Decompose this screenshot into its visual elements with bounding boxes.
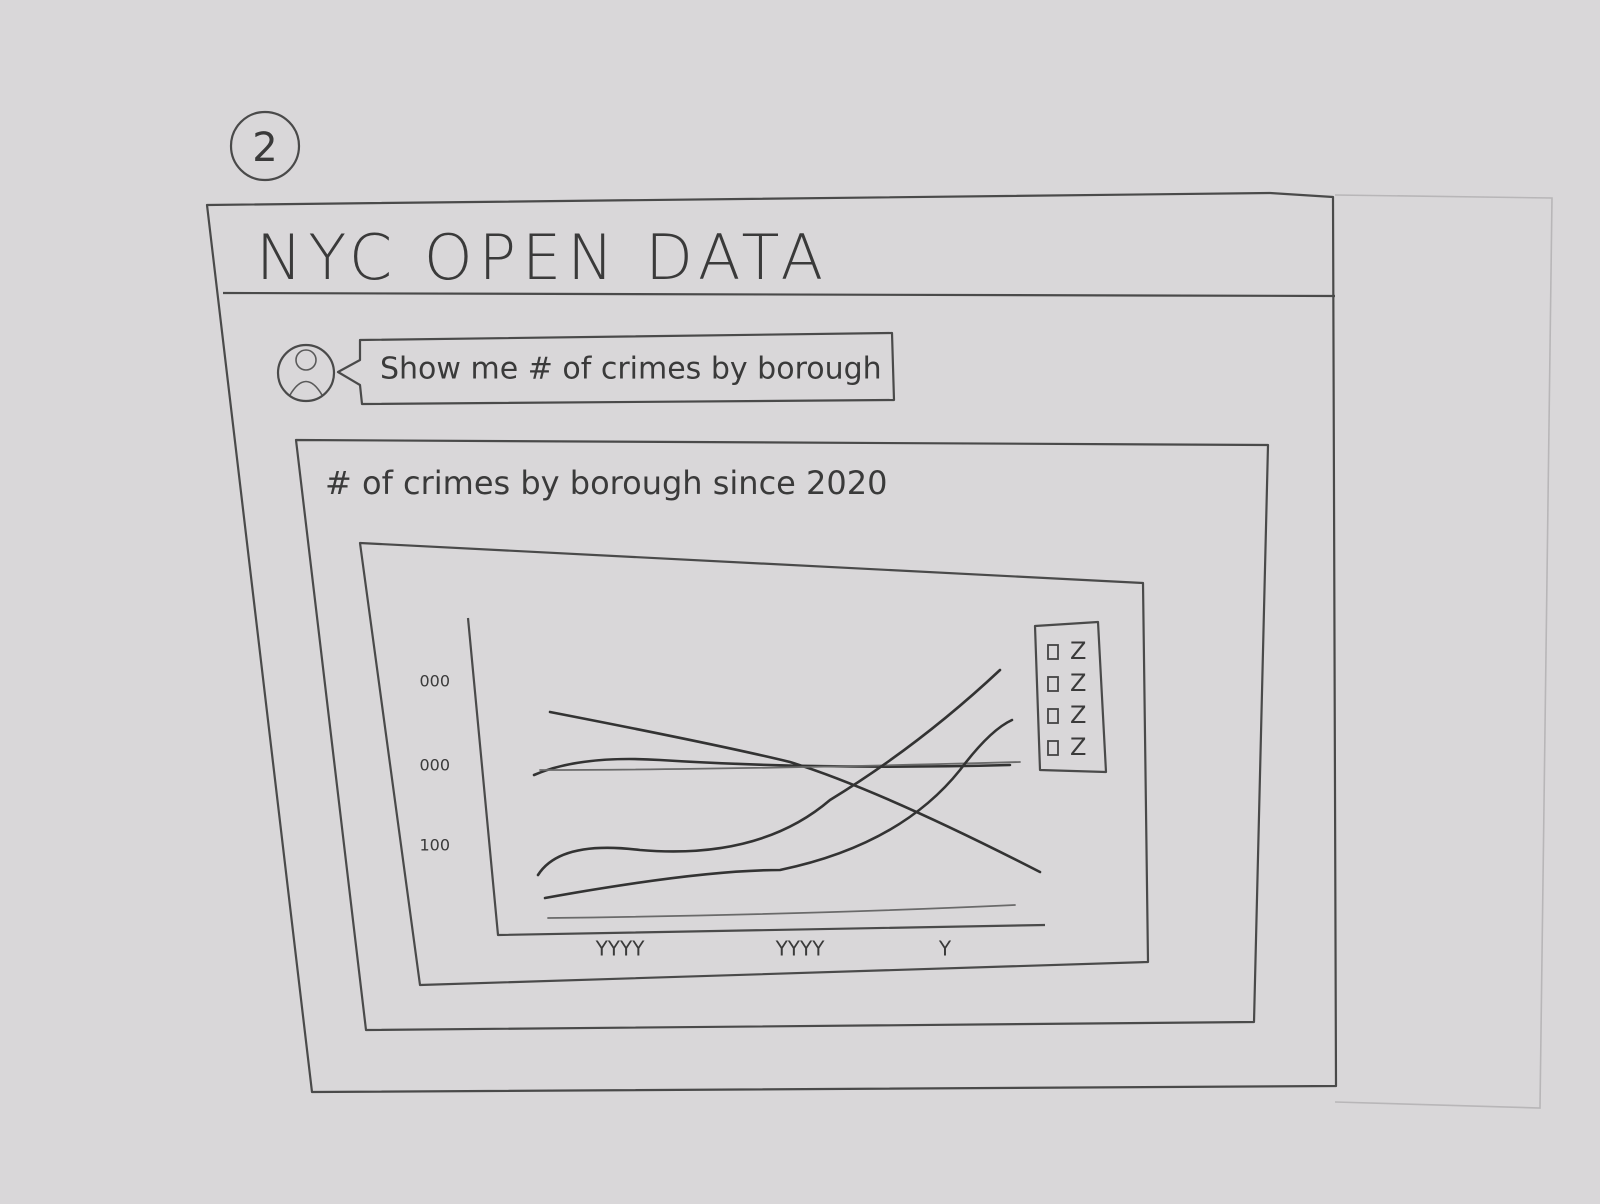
- y-tick-label: 000: [419, 672, 450, 691]
- x-tick-label: Y: [938, 937, 952, 961]
- step-number: 2: [252, 125, 277, 171]
- y-labels: 000 000 100: [419, 672, 450, 855]
- legend-label: Z: [1070, 637, 1086, 665]
- header-title: NYC OPEN DATA: [256, 221, 829, 294]
- paper-edge: [1334, 194, 1553, 1109]
- axes: [466, 617, 1046, 937]
- legend-label: Z: [1070, 701, 1086, 729]
- series-line: [536, 668, 1002, 877]
- series-line: [543, 718, 1014, 900]
- user-icon: [276, 343, 336, 403]
- baseline: [547, 904, 1016, 919]
- chart-frame: [358, 541, 1150, 987]
- legend-checkbox: [1047, 676, 1059, 692]
- legend-label: Z: [1070, 733, 1086, 761]
- query-text: Show me # of crimes by borough: [380, 352, 882, 387]
- series-line: [548, 710, 1042, 874]
- chart-card: [294, 438, 1270, 1032]
- series-line: [532, 757, 1012, 777]
- y-tick-label: 000: [419, 756, 450, 775]
- x-tick-label: YYYY: [595, 937, 646, 961]
- legend-checkbox: [1047, 708, 1059, 724]
- step-circle: [229, 110, 301, 182]
- user-icon-head: [295, 349, 317, 371]
- chart-title: # of crimes by borough since 2020: [325, 464, 887, 502]
- legend-checkbox: [1047, 644, 1059, 660]
- header-divider: [222, 291, 1336, 298]
- legend-box: [1033, 620, 1108, 774]
- x-labels: YYYY YYYY Y: [595, 937, 952, 961]
- window: [205, 191, 1338, 1094]
- x-tick-label: YYYY: [775, 937, 826, 961]
- y-tick-label: 100: [419, 836, 450, 855]
- query-box[interactable]: [336, 331, 896, 406]
- legend-label: Z: [1070, 669, 1086, 697]
- user-icon-body: [289, 380, 323, 396]
- legend-checkbox: [1047, 740, 1059, 756]
- series-line: [539, 761, 1021, 771]
